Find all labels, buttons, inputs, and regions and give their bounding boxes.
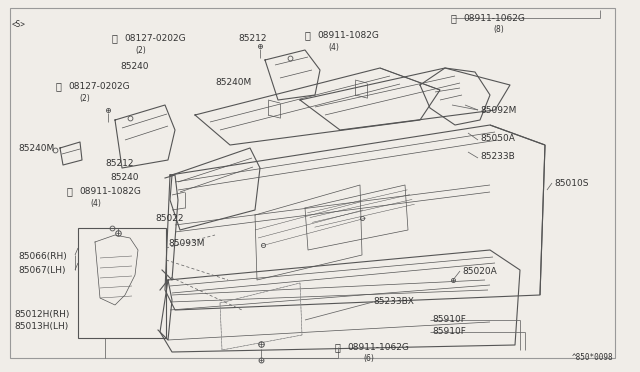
- Text: 85013H(LH): 85013H(LH): [14, 321, 68, 330]
- Bar: [78, 228, 166, 338]
- Text: 08911-1062G: 08911-1062G: [463, 13, 525, 22]
- Text: 08127-0202G: 08127-0202G: [68, 81, 130, 90]
- Text: ^850*0098: ^850*0098: [572, 353, 614, 362]
- Text: (2): (2): [135, 45, 146, 55]
- Text: 85012H(RH): 85012H(RH): [14, 310, 69, 318]
- Text: (6): (6): [363, 355, 374, 363]
- Text: Ⓝ: Ⓝ: [450, 13, 456, 23]
- Text: 85067(LH): 85067(LH): [18, 266, 65, 275]
- Text: 85910F: 85910F: [432, 315, 466, 324]
- Text: 85093M: 85093M: [168, 238, 205, 247]
- Text: 08911-1082G: 08911-1082G: [317, 31, 379, 39]
- Text: 08911-1062G: 08911-1062G: [347, 343, 409, 352]
- Text: 85010S: 85010S: [554, 179, 589, 187]
- Text: 85212: 85212: [238, 33, 266, 42]
- Text: 85020A: 85020A: [462, 266, 497, 276]
- Text: (2): (2): [79, 93, 90, 103]
- Text: 08127-0202G: 08127-0202G: [124, 33, 186, 42]
- Text: 85240: 85240: [110, 173, 138, 182]
- Text: (4): (4): [328, 42, 339, 51]
- Text: (8): (8): [493, 25, 504, 33]
- Text: Ⓝ: Ⓝ: [66, 186, 72, 196]
- Text: Ⓝ: Ⓝ: [304, 30, 310, 40]
- Text: Ⓑ: Ⓑ: [55, 81, 61, 91]
- Text: 85212: 85212: [105, 158, 134, 167]
- Text: 85240: 85240: [120, 61, 148, 71]
- Text: 85050A: 85050A: [480, 134, 515, 142]
- Text: 85240M: 85240M: [18, 144, 54, 153]
- Text: 85240M: 85240M: [215, 77, 252, 87]
- Text: (4): (4): [90, 199, 101, 208]
- Text: <S>: <S>: [12, 20, 26, 29]
- Text: Ⓝ: Ⓝ: [334, 342, 340, 352]
- Text: 85066(RH): 85066(RH): [18, 253, 67, 262]
- Text: 08911-1082G: 08911-1082G: [79, 186, 141, 196]
- Text: 85910F: 85910F: [432, 327, 466, 337]
- Text: 85233BX: 85233BX: [373, 298, 414, 307]
- Text: 85092M: 85092M: [480, 106, 516, 115]
- Text: 85233B: 85233B: [480, 151, 515, 160]
- Text: Ⓑ: Ⓑ: [111, 33, 117, 43]
- Text: 85022: 85022: [155, 214, 184, 222]
